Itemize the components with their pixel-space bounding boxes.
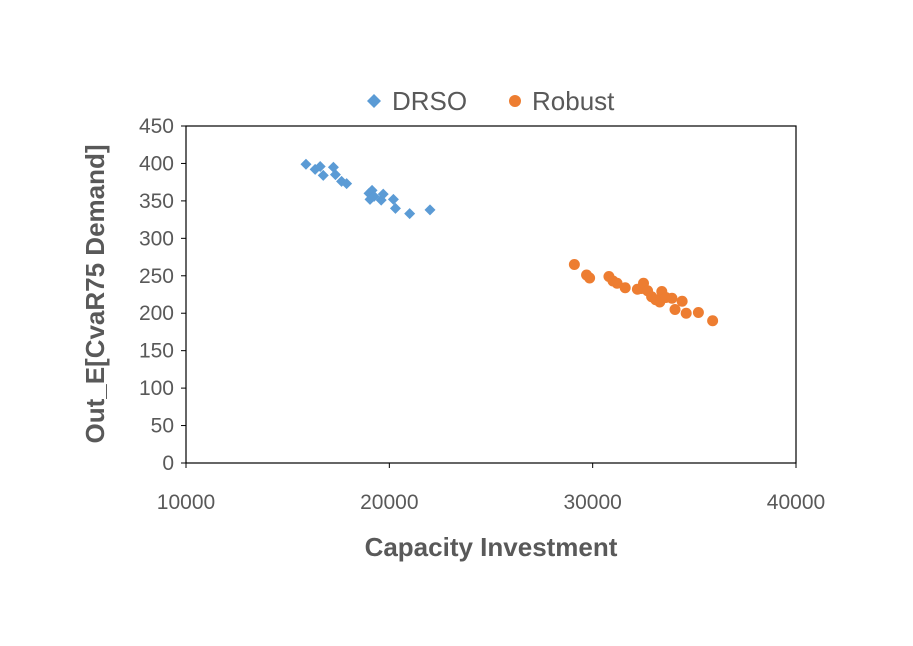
y-tick-label: 300	[139, 227, 174, 250]
drso-point	[389, 202, 401, 214]
y-tick-label: 400	[139, 152, 174, 175]
y-tick-label: 450	[139, 115, 174, 138]
y-tick-label: 350	[139, 190, 174, 213]
x-tick-label: 10000	[157, 491, 215, 514]
y-tick-label: 0	[162, 452, 174, 475]
robust-point	[619, 282, 631, 294]
drso-point	[404, 208, 416, 220]
data-points	[300, 158, 719, 327]
plot-area	[185, 125, 797, 464]
y-tick-label: 50	[151, 415, 174, 438]
x-tick-label: 20000	[360, 491, 418, 514]
drso-point	[300, 158, 312, 170]
x-axis: 10000 20000 30000 40000	[157, 463, 825, 514]
robust-point	[692, 306, 704, 318]
robust-point	[707, 315, 719, 327]
robust-point	[611, 277, 623, 289]
legend-marker-drso	[367, 94, 381, 108]
robust-point	[669, 303, 681, 315]
robust-point	[568, 259, 580, 271]
x-tick-label: 40000	[767, 491, 825, 514]
y-axis-title: Out_E[CvaR75 Demand]	[80, 144, 110, 443]
legend: DRSO Robust	[367, 86, 615, 116]
x-tick-label: 30000	[563, 491, 621, 514]
drso-point	[424, 204, 436, 216]
legend-marker-robust	[509, 95, 521, 107]
robust-point	[680, 307, 692, 319]
drso-point	[341, 178, 353, 190]
robust-point	[676, 295, 688, 307]
drso-point	[329, 169, 341, 181]
legend-label-drso: DRSO	[392, 86, 467, 116]
legend-label-robust: Robust	[532, 86, 615, 116]
robust-point	[666, 292, 678, 304]
robust-point	[584, 272, 596, 284]
y-axis: 0 50 100 150 200 250 300 350 400 450	[139, 115, 186, 475]
drso-point	[314, 160, 326, 172]
y-tick-label: 200	[139, 302, 174, 325]
y-tick-label: 250	[139, 265, 174, 288]
drso-point	[377, 188, 389, 200]
y-tick-label: 100	[139, 377, 174, 400]
drso-point	[387, 193, 399, 205]
drso-point	[317, 169, 329, 181]
x-axis-title: Capacity Investment	[365, 532, 618, 562]
y-tick-label: 150	[139, 340, 174, 363]
